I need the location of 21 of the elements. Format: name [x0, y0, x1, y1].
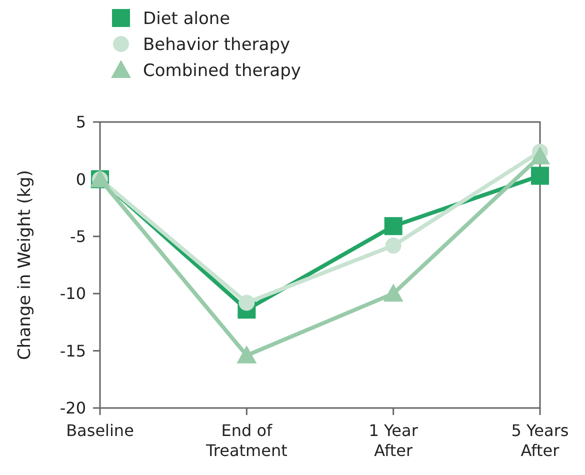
y-axis-title: Change in Weight (kg) — [15, 170, 35, 360]
point — [383, 284, 404, 302]
legend-label: Diet alone — [143, 8, 230, 29]
point — [385, 238, 402, 254]
point — [531, 166, 549, 185]
y-tick-label: -10 — [60, 284, 86, 304]
x-tick-label: 1 Year After — [368, 421, 418, 460]
y-tick-label: -20 — [60, 398, 86, 418]
legend-label: Combined therapy — [143, 60, 301, 81]
x-tick-label: End of Treatment — [204, 421, 288, 460]
x-tick-label: 5 Years After — [511, 421, 569, 460]
y-tick-label: -5 — [70, 227, 86, 246]
point — [384, 217, 402, 236]
y-tick-label: 0 — [76, 170, 86, 189]
point — [238, 294, 255, 311]
y-tick-label: -15 — [60, 341, 86, 360]
legend-label: Behavior therapy — [143, 34, 290, 55]
x-tick-label: Baseline — [66, 421, 134, 440]
point — [236, 345, 257, 364]
point — [530, 146, 550, 164]
y-tick-label: 5 — [76, 112, 86, 132]
